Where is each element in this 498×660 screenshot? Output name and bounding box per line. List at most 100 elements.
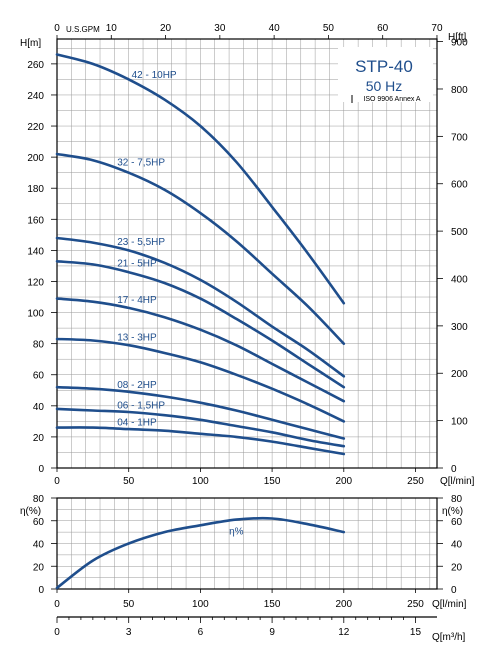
head-y-tick-label: 100 <box>27 309 44 320</box>
title-box <box>338 47 433 102</box>
head-x-tick-label: 150 <box>264 476 281 487</box>
head-y-tick-label: 160 <box>27 215 44 226</box>
head-x-tick-label: 50 <box>123 476 135 487</box>
m3h-tick-label: 0 <box>54 627 60 638</box>
curve-label-2: 32 - 7,5HP <box>117 158 165 169</box>
head-y-tick-label: 0 <box>38 464 44 475</box>
head-top-tick-label: 70 <box>431 23 443 34</box>
efficiency-x-tick-label: 0 <box>54 599 60 610</box>
m3h-tick-label: 9 <box>269 627 275 638</box>
head-curves <box>55 53 346 456</box>
head-curve-6 <box>55 337 346 423</box>
efficiency-right-tick-label: 80 <box>451 494 463 505</box>
efficiency-curve <box>55 516 346 590</box>
m3h-tick-label: 12 <box>338 627 350 638</box>
head-right-tick-label: 200 <box>451 369 468 380</box>
efficiency-right-tick-label: 0 <box>451 585 457 596</box>
efficiency-y-tick-label: 60 <box>33 517 45 528</box>
chart-subtitle: 50 Hz <box>366 78 403 94</box>
head-right-tick-label: 300 <box>451 322 468 333</box>
curve-label-6: 13 - 3HP <box>117 333 157 344</box>
head-top-tick-label: 60 <box>377 23 389 34</box>
efficiency-y-tick-label: 20 <box>33 562 45 573</box>
efficiency-x-tick-label: 200 <box>335 599 352 610</box>
head-curve-1 <box>55 53 346 305</box>
head-top-tick-label: 40 <box>269 23 281 34</box>
head-top-axis-label: U.S.GPM <box>66 25 100 34</box>
head-plot-frame <box>56 38 438 469</box>
curve-label-8: 06 - 1,5HP <box>117 401 165 412</box>
head-curve-7 <box>55 385 346 440</box>
chart-title: STP-40 <box>355 57 413 76</box>
head-y-tick-label: 260 <box>27 60 44 71</box>
chart-note: ISO 9906 Annex A <box>363 96 421 103</box>
curve-label-7: 08 - 2HP <box>117 380 157 391</box>
head-curve-9 <box>55 426 346 456</box>
head-curve-8 <box>55 407 346 448</box>
head-y-tick-label: 240 <box>27 91 44 102</box>
head-top-tick-label: 30 <box>214 23 226 34</box>
head-top-tick-label: 0 <box>54 23 60 34</box>
head-y-tick-label: 20 <box>33 433 45 444</box>
m3h-axis-label: Q[m³/h] <box>432 632 466 643</box>
head-x-tick-label: 200 <box>335 476 352 487</box>
efficiency-right-tick-label: 40 <box>451 540 463 551</box>
efficiency-y-tick-label: 40 <box>33 540 45 551</box>
head-y-tick-label: 80 <box>33 340 45 351</box>
efficiency-x-tick-label: 150 <box>264 599 281 610</box>
head-right-tick-label: 700 <box>451 132 468 143</box>
m3h-tick-label: 3 <box>126 627 132 638</box>
axes <box>51 35 443 623</box>
head-y-tick-label: 120 <box>27 277 44 288</box>
efficiency-grid <box>56 497 437 590</box>
head-y-tick-label: 60 <box>33 371 45 382</box>
curve-label-3: 23 - 5,5HP <box>117 237 165 248</box>
head-right-tick-label: 0 <box>451 464 457 475</box>
head-right-axis-label: H[ft] <box>448 32 467 43</box>
head-y-axis-label: H[m] <box>20 38 41 49</box>
efficiency-y-tick-label: 0 <box>38 585 44 596</box>
head-grid <box>56 39 437 469</box>
efficiency-x-tick-label: 250 <box>407 599 424 610</box>
efficiency-curve-line <box>55 516 346 590</box>
m3h-tick-label: 15 <box>410 627 422 638</box>
head-right-tick-label: 600 <box>451 180 468 191</box>
efficiency-right-tick-label: 60 <box>451 517 463 528</box>
efficiency-right-axis-label: η(%) <box>442 506 463 517</box>
head-right-tick-label: 500 <box>451 227 468 238</box>
efficiency-y-axis-label: η(%) <box>20 506 41 517</box>
head-y-tick-label: 140 <box>27 246 44 257</box>
head-top-tick-label: 20 <box>160 23 172 34</box>
head-top-tick-label: 10 <box>106 23 118 34</box>
curve-label-4: 21 - 5HP <box>117 259 157 270</box>
curve-label-9: 04 - 1HP <box>117 418 157 429</box>
efficiency-x-axis-label: Q[l/min] <box>432 599 467 610</box>
curve-label-5: 17 - 4HP <box>117 295 157 306</box>
head-top-tick-label: 50 <box>323 23 335 34</box>
head-y-tick-label: 200 <box>27 153 44 164</box>
m3h-tick-label: 6 <box>198 627 204 638</box>
head-curve-3 <box>55 236 346 378</box>
head-right-tick-label: 400 <box>451 274 468 285</box>
head-x-tick-label: 0 <box>54 476 60 487</box>
head-curve-4 <box>55 260 346 389</box>
efficiency-y-tick-label: 80 <box>33 494 45 505</box>
head-x-tick-label: 250 <box>407 476 424 487</box>
head-x-axis-label: Q[l/min] <box>440 476 475 487</box>
head-right-tick-label: 100 <box>451 417 468 428</box>
efficiency-right-tick-label: 20 <box>451 562 463 573</box>
head-curve-2 <box>55 152 346 345</box>
efficiency-x-tick-label: 50 <box>123 599 135 610</box>
head-x-tick-label: 100 <box>192 476 209 487</box>
head-y-tick-label: 180 <box>27 184 44 195</box>
head-y-tick-label: 220 <box>27 122 44 133</box>
curve-label-1: 42 - 10HP <box>132 70 177 81</box>
efficiency-curve-label: η% <box>229 526 244 537</box>
efficiency-x-tick-label: 100 <box>192 599 209 610</box>
head-y-tick-label: 40 <box>33 402 45 413</box>
head-right-tick-label: 900 <box>451 38 468 49</box>
head-right-tick-label: 800 <box>451 85 468 96</box>
